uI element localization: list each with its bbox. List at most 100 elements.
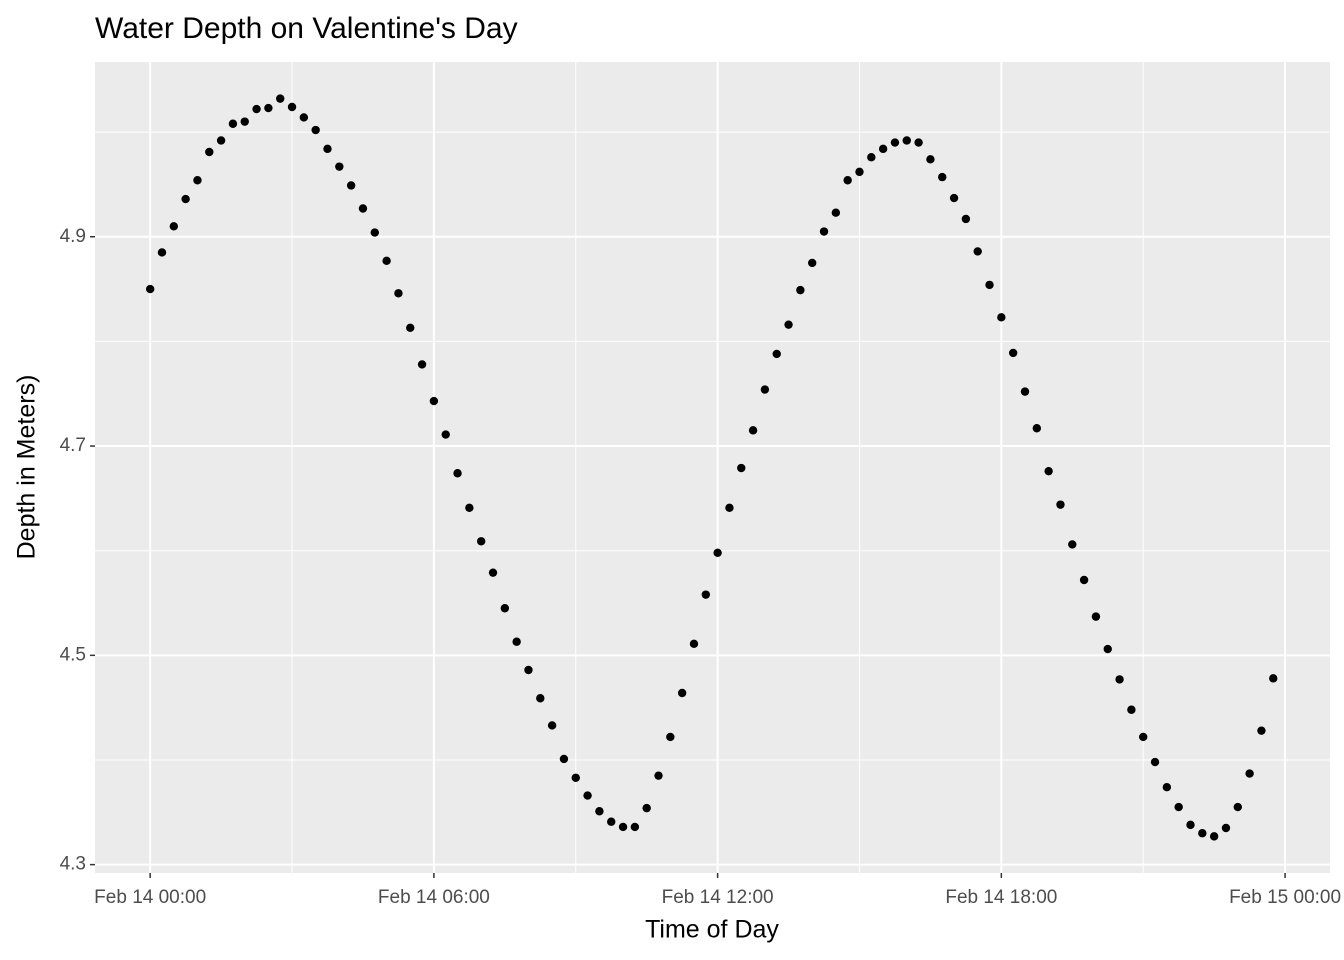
point xyxy=(1020,387,1030,396)
y-axis-title: Depth in Meters) xyxy=(13,375,41,560)
point xyxy=(453,469,462,478)
point xyxy=(252,104,261,114)
point xyxy=(311,125,320,135)
point xyxy=(382,256,391,266)
point xyxy=(1091,612,1101,621)
point xyxy=(630,822,640,832)
point xyxy=(1257,726,1266,735)
point xyxy=(524,665,533,675)
point xyxy=(465,503,474,512)
point xyxy=(488,568,498,577)
x-tick-label: Feb 14 12:00 xyxy=(662,887,774,908)
point xyxy=(228,119,238,128)
point xyxy=(642,803,651,813)
point xyxy=(571,773,580,782)
point xyxy=(796,285,805,295)
point xyxy=(973,247,982,256)
point xyxy=(287,102,297,112)
point xyxy=(997,313,1006,322)
point xyxy=(536,694,545,703)
point xyxy=(855,167,864,177)
x-tick-label: Feb 15 00:00 xyxy=(1229,887,1341,908)
point xyxy=(512,637,521,646)
point xyxy=(595,807,604,816)
point xyxy=(1068,540,1077,549)
point xyxy=(748,426,758,435)
point xyxy=(169,222,179,231)
x-axis-title: Time of Day xyxy=(645,916,779,944)
point xyxy=(831,208,841,217)
point xyxy=(1174,802,1183,812)
point xyxy=(713,548,722,557)
point xyxy=(1115,675,1124,684)
point xyxy=(145,284,155,294)
point xyxy=(1221,823,1231,833)
point xyxy=(1044,466,1053,476)
point xyxy=(181,194,190,204)
point xyxy=(358,204,368,213)
point xyxy=(193,176,202,185)
point xyxy=(867,153,876,162)
point xyxy=(902,136,911,145)
point xyxy=(843,176,852,185)
point xyxy=(500,604,510,613)
point xyxy=(1233,802,1242,812)
point xyxy=(1008,348,1018,358)
point xyxy=(429,396,439,406)
point xyxy=(1032,424,1042,433)
point xyxy=(725,503,734,512)
point xyxy=(689,639,699,649)
point xyxy=(1186,820,1195,830)
y-tick-label: 4.3 xyxy=(60,854,86,875)
chart-title: Water Depth on Valentine's Day xyxy=(95,12,518,45)
point xyxy=(1269,674,1278,683)
point xyxy=(760,385,770,394)
point xyxy=(264,103,273,113)
point xyxy=(583,791,592,800)
y-tick-label: 4.7 xyxy=(60,435,86,456)
point xyxy=(819,227,829,236)
point xyxy=(961,214,971,224)
point xyxy=(299,113,309,122)
point xyxy=(701,590,711,599)
point xyxy=(890,138,900,147)
point xyxy=(926,155,935,164)
point xyxy=(1103,644,1112,654)
x-tick-label: Feb 14 18:00 xyxy=(945,887,1057,908)
point xyxy=(654,771,663,780)
point xyxy=(323,144,332,154)
point xyxy=(1162,782,1172,792)
y-tick-label: 4.5 xyxy=(60,644,86,665)
point xyxy=(406,323,415,332)
point xyxy=(677,688,687,698)
point xyxy=(772,349,781,359)
point xyxy=(784,320,793,329)
point xyxy=(1056,500,1065,509)
point xyxy=(559,754,569,764)
point xyxy=(618,822,628,832)
point xyxy=(335,162,344,171)
point xyxy=(240,117,249,126)
point xyxy=(985,280,994,290)
point xyxy=(1150,757,1160,767)
point xyxy=(1127,705,1136,714)
x-tick-label: Feb 14 00:00 xyxy=(94,887,206,908)
point xyxy=(276,94,285,103)
point xyxy=(476,537,486,546)
x-tick-label: Feb 14 06:00 xyxy=(378,887,490,908)
point xyxy=(205,147,214,157)
point xyxy=(807,258,817,268)
point xyxy=(346,181,356,190)
point xyxy=(1139,732,1148,742)
point xyxy=(216,136,226,145)
point xyxy=(666,732,675,742)
point xyxy=(1209,832,1219,841)
point xyxy=(878,144,888,154)
point xyxy=(547,721,557,730)
point xyxy=(394,289,403,298)
point xyxy=(949,193,959,203)
point xyxy=(938,172,947,182)
point xyxy=(370,228,379,237)
point xyxy=(1198,829,1207,838)
